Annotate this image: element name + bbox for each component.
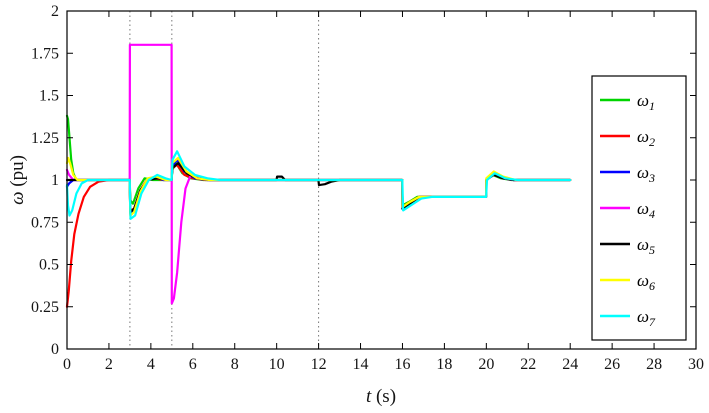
y-tick-label: 0.5 — [39, 257, 59, 274]
x-tick-label: 28 — [646, 356, 662, 373]
x-tick-label: 8 — [231, 356, 239, 373]
legend: ω1 ω2 ω3 ω4 ω5 ω6 ω7 — [591, 75, 687, 341]
x-tick-label: 26 — [604, 356, 620, 373]
legend-entry-omega-2: ω2 — [600, 127, 655, 149]
legend-label: ω4 — [637, 199, 655, 221]
legend-label: ω3 — [637, 163, 655, 185]
legend-entry-omega-1: ω1 — [600, 91, 655, 113]
y-tick-label: 1 — [51, 172, 59, 189]
legend-entry-omega-6: ω6 — [600, 271, 655, 293]
y-axis-label: ω (pu) — [7, 155, 28, 205]
legend-entry-omega-3: ω3 — [600, 163, 655, 185]
x-tick-label: 0 — [63, 356, 71, 373]
y-tick-label: 1.5 — [39, 88, 59, 105]
y-tick-label: 1.75 — [31, 45, 59, 62]
x-tick-label: 22 — [520, 356, 536, 373]
x-tick-label: 10 — [269, 356, 285, 373]
x-tick-label: 24 — [562, 356, 578, 373]
x-tick-label: 16 — [394, 356, 410, 373]
y-tick-label: 1.25 — [31, 130, 59, 147]
x-tick-label: 12 — [311, 356, 327, 373]
y-tick-label: 0.25 — [31, 299, 59, 316]
legend-label: ω2 — [637, 127, 655, 149]
tick-labels-group: 0 2 4 6 8 10 12 14 16 18 20 22 24 26 28 3000.250.50.751… — [31, 3, 704, 373]
series-group — [65, 43, 572, 308]
legend-label: ω5 — [637, 235, 655, 257]
x-tick-label: 4 — [147, 356, 155, 373]
ticks-group — [66, 10, 697, 350]
legend-entry-omega-5: ω5 — [600, 235, 655, 257]
x-tick-label: 30 — [688, 356, 704, 373]
legend-label: ω1 — [637, 91, 655, 113]
x-tick-label: 14 — [353, 356, 369, 373]
legend-label: ω6 — [637, 271, 655, 293]
series-line-omega-7 — [65, 150, 572, 220]
legend-label: ω7 — [637, 307, 656, 329]
y-tick-label: 2 — [51, 3, 59, 20]
x-axis-label: t (s) — [366, 386, 396, 407]
x-tick-label: 6 — [189, 356, 197, 373]
legend-entry-omega-4: ω4 — [600, 199, 655, 221]
legend-entry-omega-7: ω7 — [600, 307, 656, 329]
x-tick-label: 2 — [105, 356, 113, 373]
x-tick-label: 20 — [478, 356, 494, 373]
y-tick-label: 0.75 — [31, 214, 59, 231]
y-tick-label: 0 — [51, 341, 59, 358]
x-tick-label: 18 — [436, 356, 452, 373]
